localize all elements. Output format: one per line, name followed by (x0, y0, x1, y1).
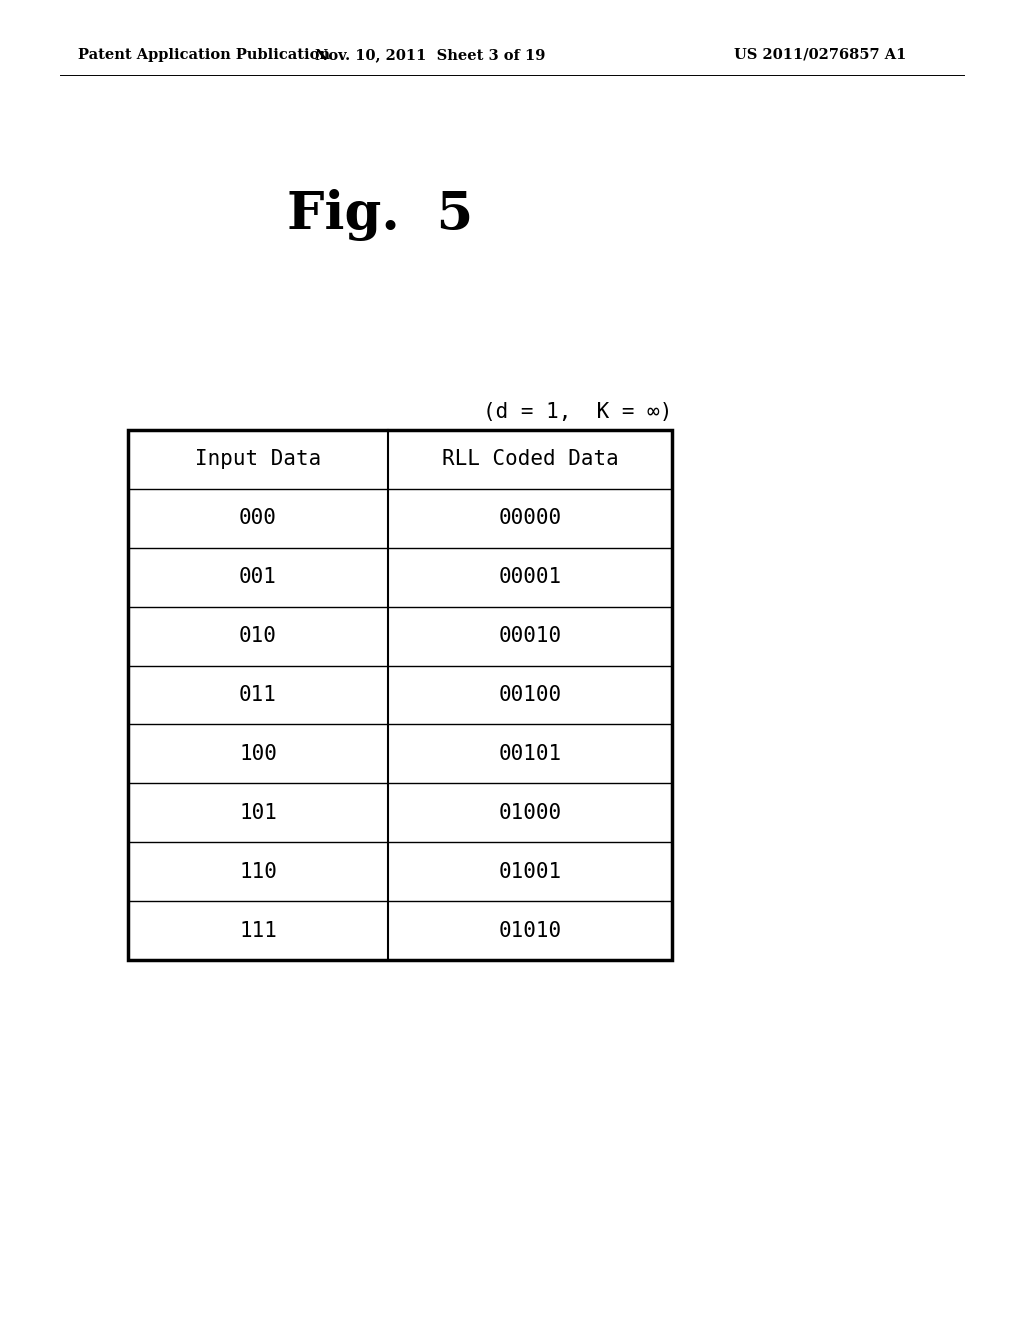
Text: Fig.  5: Fig. 5 (287, 189, 473, 242)
Text: 00010: 00010 (499, 626, 561, 645)
Text: RLL Coded Data: RLL Coded Data (441, 449, 618, 470)
Text: 111: 111 (239, 920, 276, 941)
Text: (d = 1,  K = ∞): (d = 1, K = ∞) (482, 403, 672, 422)
Text: 00100: 00100 (499, 685, 561, 705)
Text: Patent Application Publication: Patent Application Publication (78, 48, 330, 62)
Text: 100: 100 (239, 744, 276, 764)
Text: 000: 000 (239, 508, 276, 528)
Bar (128, 430, 672, 960)
Text: 00101: 00101 (499, 744, 561, 764)
Text: 01001: 01001 (499, 862, 561, 882)
Text: 01010: 01010 (499, 920, 561, 941)
Text: 011: 011 (239, 685, 276, 705)
Text: US 2011/0276857 A1: US 2011/0276857 A1 (734, 48, 906, 62)
Text: 010: 010 (239, 626, 276, 645)
Text: 001: 001 (239, 568, 276, 587)
Text: 01000: 01000 (499, 803, 561, 822)
Text: 00001: 00001 (499, 568, 561, 587)
Text: Nov. 10, 2011  Sheet 3 of 19: Nov. 10, 2011 Sheet 3 of 19 (314, 48, 545, 62)
Text: 110: 110 (239, 862, 276, 882)
Text: 101: 101 (239, 803, 276, 822)
Text: Input Data: Input Data (195, 449, 322, 470)
Text: 00000: 00000 (499, 508, 561, 528)
